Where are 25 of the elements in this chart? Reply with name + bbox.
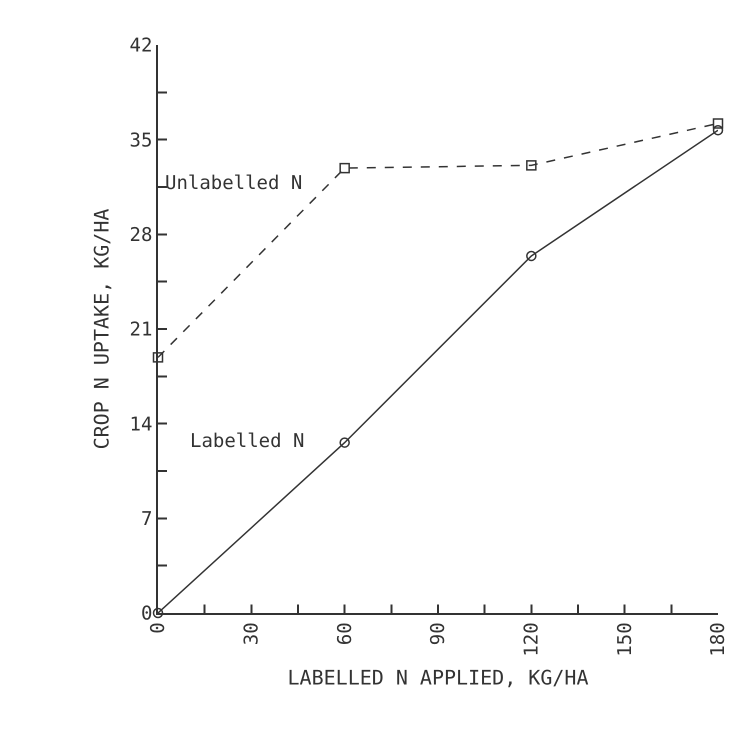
y-axis-title: CROP N UPTAKE, KG/HA [90,208,114,450]
point [712,124,724,136]
y-tick-label: 42 [130,34,152,57]
point [339,162,350,174]
point [339,437,350,448]
point [526,250,537,262]
point [152,352,164,363]
x-tick-label: 90 [427,622,450,646]
y-tick-label: 14 [130,413,152,436]
y-tick-label: 21 [130,318,152,341]
x-tick-label: 150 [614,622,636,657]
y-tick-label: 7 [140,508,152,530]
point [712,118,724,129]
x-tick-label: 30 [240,622,263,646]
x-tick-label: 180 [707,622,730,657]
y-tick-label: 35 [130,129,152,152]
y-tick-label: 28 [130,224,152,246]
x-axis-title: LABELLED N APPLIED, KG/HA [287,666,589,690]
series-label: Labelled N [190,430,304,452]
point [152,608,164,618]
point [526,160,537,171]
x-tick-label: 120 [520,622,543,657]
y-tick-label: 0 [140,602,152,625]
series-label: Unlabelled N [165,172,302,194]
x-tick-label: 60 [334,622,356,646]
